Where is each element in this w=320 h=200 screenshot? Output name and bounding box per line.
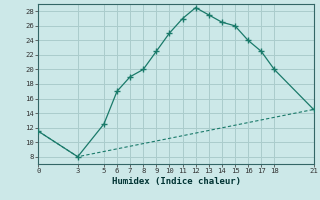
X-axis label: Humidex (Indice chaleur): Humidex (Indice chaleur)	[111, 177, 241, 186]
